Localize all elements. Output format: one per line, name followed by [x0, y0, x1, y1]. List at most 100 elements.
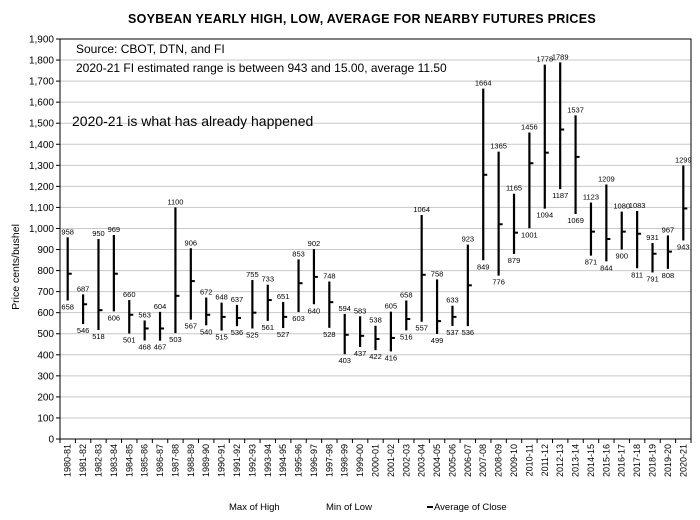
high-data-label: 1537	[567, 105, 584, 114]
low-data-label: 468	[138, 342, 151, 351]
y-tick-label: 1,200	[29, 182, 54, 193]
low-data-label: 603	[292, 314, 305, 323]
high-data-label: 1365	[490, 142, 507, 151]
low-data-label: 536	[231, 328, 244, 337]
high-data-label: 651	[277, 292, 290, 301]
low-data-label: 658	[61, 302, 74, 311]
y-tick-label: 1,800	[29, 56, 54, 67]
high-data-label: 687	[77, 284, 90, 293]
low-data-label: 879	[508, 256, 521, 265]
x-tick-label: 2005-06	[447, 444, 457, 477]
high-data-label: 660	[123, 290, 136, 299]
y-tick-label: 200	[37, 392, 54, 403]
high-data-label: 1123	[583, 193, 599, 202]
low-data-label: 1069	[567, 216, 584, 225]
low-data-label: 808	[662, 271, 675, 280]
low-data-label: 1094	[536, 211, 553, 220]
x-tick-label: 2009-10	[509, 444, 519, 477]
x-tick-label: 1987-88	[170, 444, 180, 477]
x-tick-label: 2015-16	[601, 444, 611, 477]
low-data-label: 606	[108, 313, 121, 322]
low-data-label: 525	[246, 330, 259, 339]
high-data-label: 967	[662, 225, 675, 234]
y-tick-label: 1,100	[29, 203, 54, 214]
y-tick-label: 1,300	[29, 161, 54, 172]
high-data-label: 1080	[613, 202, 630, 211]
y-tick-label: 1,600	[29, 98, 54, 109]
high-data-label: 748	[323, 272, 336, 281]
low-data-label: 811	[631, 270, 643, 279]
low-data-label: 499	[431, 336, 444, 345]
y-tick-label: 400	[37, 350, 54, 361]
legend-min-of-low: Min of Low	[326, 502, 372, 513]
high-data-label: 733	[262, 275, 275, 284]
low-data-label: 518	[92, 332, 105, 341]
y-tick-label: 1,000	[29, 224, 54, 235]
annotation-estimate: 2020-21 FI estimated range is between 94…	[76, 61, 447, 75]
x-tick-label: 1992-93	[247, 444, 257, 477]
x-tick-label: 1989-90	[201, 444, 211, 477]
x-tick-label: 1984-85	[124, 444, 134, 477]
high-data-label: 1789	[552, 52, 569, 61]
high-data-label: 1064	[413, 205, 430, 214]
high-data-label: 605	[385, 302, 398, 311]
high-data-label: 853	[292, 249, 305, 258]
high-data-label: 648	[215, 293, 228, 302]
low-data-label: 557	[415, 324, 428, 333]
low-data-label: 540	[200, 327, 213, 336]
y-tick-label: 1,900	[29, 35, 54, 46]
high-data-label: 637	[231, 295, 244, 304]
x-tick-label: 2004-05	[432, 444, 442, 477]
low-data-label: 1001	[521, 230, 538, 239]
low-data-label: 467	[154, 343, 167, 352]
x-tick-label: 2002-03	[401, 444, 411, 477]
low-data-label: 546	[77, 326, 90, 335]
high-data-label: 604	[154, 302, 167, 311]
x-tick-label: 1982-83	[93, 444, 103, 477]
low-data-label: 640	[308, 306, 321, 315]
y-tick-label: 700	[37, 287, 54, 298]
x-tick-label: 2018-19	[648, 444, 658, 477]
low-data-label: 776	[492, 278, 505, 287]
low-data-label: 501	[123, 336, 136, 345]
y-axis-ticks: 0 100 200 300 400 500 600 700 800 900 1,000 1,100 1,…	[29, 35, 60, 446]
x-tick-label: 1994-95	[278, 444, 288, 477]
x-tick-label: 1995-96	[294, 444, 304, 477]
low-data-label: 561	[262, 323, 275, 332]
low-data-label: 422	[369, 352, 382, 361]
x-tick-label: 1993-94	[263, 444, 273, 477]
low-data-label: 844	[600, 263, 613, 272]
low-data-label: 1187	[552, 191, 568, 200]
chart-title: SOYBEAN YEARLY HIGH, LOW, AVERAGE FOR NE…	[128, 12, 596, 26]
high-data-label: 758	[431, 269, 444, 278]
x-tick-label: 1985-86	[140, 444, 150, 477]
high-data-label: 1456	[521, 122, 538, 131]
x-tick-label: 2020-21	[678, 444, 688, 477]
high-data-label: 906	[185, 238, 198, 247]
high-data-label: 931	[646, 233, 659, 242]
high-data-label: 950	[92, 229, 105, 238]
high-data-label: 672	[200, 288, 213, 297]
x-tick-label: 1991-92	[232, 444, 242, 477]
high-data-label: 633	[446, 296, 459, 305]
low-data-label: 791	[646, 274, 659, 283]
x-tick-label: 1999-00	[355, 444, 365, 477]
x-tick-label: 2013-14	[571, 444, 581, 477]
x-tick-label: 1986-87	[155, 444, 165, 477]
low-data-label: 437	[354, 349, 367, 358]
low-data-label: 528	[323, 330, 336, 339]
low-data-label: 515	[215, 333, 228, 342]
x-tick-label: 1980-81	[63, 444, 73, 477]
high-data-label: 1100	[167, 197, 183, 206]
high-data-label: 538	[369, 316, 382, 325]
grid-lines	[60, 59, 691, 419]
high-data-label: 1083	[629, 201, 646, 210]
y-tick-label: 600	[37, 308, 54, 319]
x-axis-ticks: 1980-81 1981-82 1982-83 1983-84 1984-85 1985-…	[59, 439, 692, 477]
x-tick-label: 2012-13	[555, 444, 565, 477]
y-tick-label: 1,400	[29, 140, 54, 151]
y-tick-label: 100	[37, 413, 54, 424]
x-tick-label: 2000-01	[371, 444, 381, 477]
x-tick-label: 2010-11	[524, 444, 534, 476]
